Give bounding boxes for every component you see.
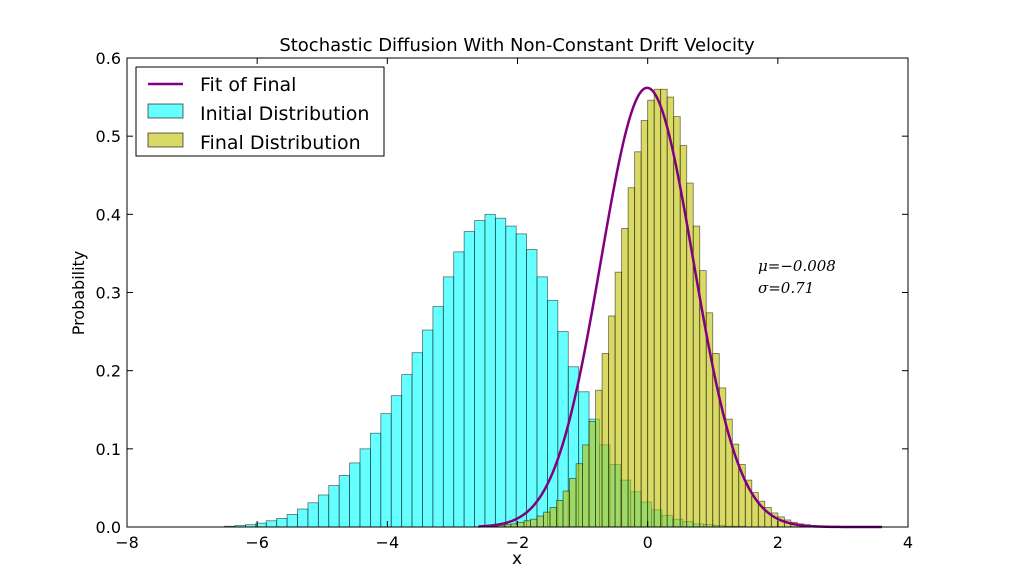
final-bar [653, 88, 662, 528]
y-tick-label: 0.0 [96, 518, 121, 537]
initial-bar [547, 299, 559, 528]
final-bar [588, 421, 597, 528]
final-bar [647, 99, 655, 528]
mu-annotation: μ=−0.008 [758, 257, 836, 275]
initial-bar [328, 485, 340, 528]
initial-bar [390, 395, 403, 528]
final-bar [549, 507, 557, 528]
final-bar [575, 463, 583, 528]
legend-fit-label: Fit of Final [200, 74, 296, 96]
final-bar [614, 271, 623, 528]
final-bar [608, 315, 616, 528]
initial-bar [338, 475, 350, 528]
final-bar [601, 353, 610, 528]
x-axis-ticks: −8 −6 −4 −2 0 2 4 [115, 58, 913, 552]
legend-final-swatch [147, 132, 184, 148]
x-tick-label: −8 [115, 533, 139, 552]
y-tick-label: 0.6 [96, 49, 121, 68]
x-axis-label: x [512, 549, 522, 569]
x-tick-label: 0 [643, 533, 653, 552]
x-tick-label: −6 [245, 533, 269, 552]
initial-bar [453, 251, 465, 528]
initial-bar [484, 213, 496, 528]
initial-bar [286, 514, 298, 528]
initial-bar [307, 502, 319, 528]
legend-initial-swatch [147, 103, 184, 119]
x-tick-label: 4 [903, 533, 913, 552]
x-tick-label: 2 [773, 533, 783, 552]
legend: Fit of Final Initial Distribution Final … [135, 66, 385, 157]
chart-title: Stochastic Diffusion With Non-Constant D… [279, 35, 755, 56]
y-axis-label: Probability [69, 251, 88, 336]
final-bar [543, 511, 551, 528]
final-bar [666, 96, 675, 528]
final-bar [640, 120, 649, 528]
final-bar [627, 187, 636, 528]
final-bar [621, 228, 629, 528]
initial-bar [380, 413, 392, 528]
initial-bar [265, 520, 278, 528]
initial-bar [422, 329, 434, 528]
initial-bar [401, 374, 413, 528]
legend-final-label: Final Distribution [200, 132, 361, 154]
initial-bar [276, 518, 288, 528]
initial-bar [505, 225, 517, 528]
final-bar [517, 521, 525, 528]
initial-bar [349, 462, 361, 528]
final-bar [562, 490, 570, 528]
final-bar [556, 500, 564, 528]
x-tick-label: −2 [506, 533, 530, 552]
final-bar [536, 515, 544, 528]
initial-bar [370, 432, 382, 528]
initial-bar [515, 233, 528, 528]
sigma-annotation: σ=0.71 [758, 279, 814, 297]
y-tick-label: 0.5 [96, 127, 121, 146]
final-bar [530, 518, 538, 528]
initial-bar [359, 448, 371, 528]
initial-bar [463, 231, 475, 528]
initial-bar [442, 276, 455, 528]
final-bar [569, 478, 577, 528]
y-axis-ticks: 0.0 0.1 0.2 0.3 0.4 0.5 0.6 [96, 49, 908, 537]
initial-bar [432, 306, 444, 528]
initial-bar [474, 220, 486, 528]
final-bar [634, 151, 642, 528]
final-bar [595, 389, 603, 528]
fit-curve [478, 86, 882, 529]
initial-bar [317, 494, 330, 528]
y-tick-label: 0.1 [96, 440, 121, 459]
initial-bar [526, 249, 538, 528]
final-bar [660, 88, 668, 528]
legend-initial-label: Initial Distribution [200, 103, 369, 125]
initial-bar [297, 508, 309, 528]
x-tick-label: −4 [376, 533, 400, 552]
final-bar [582, 444, 590, 528]
y-tick-label: 0.4 [96, 205, 121, 224]
y-tick-label: 0.2 [96, 362, 121, 381]
initial-bar [494, 217, 507, 528]
y-tick-label: 0.3 [96, 284, 121, 303]
initial-bar [411, 352, 423, 528]
final-bar [523, 520, 531, 528]
